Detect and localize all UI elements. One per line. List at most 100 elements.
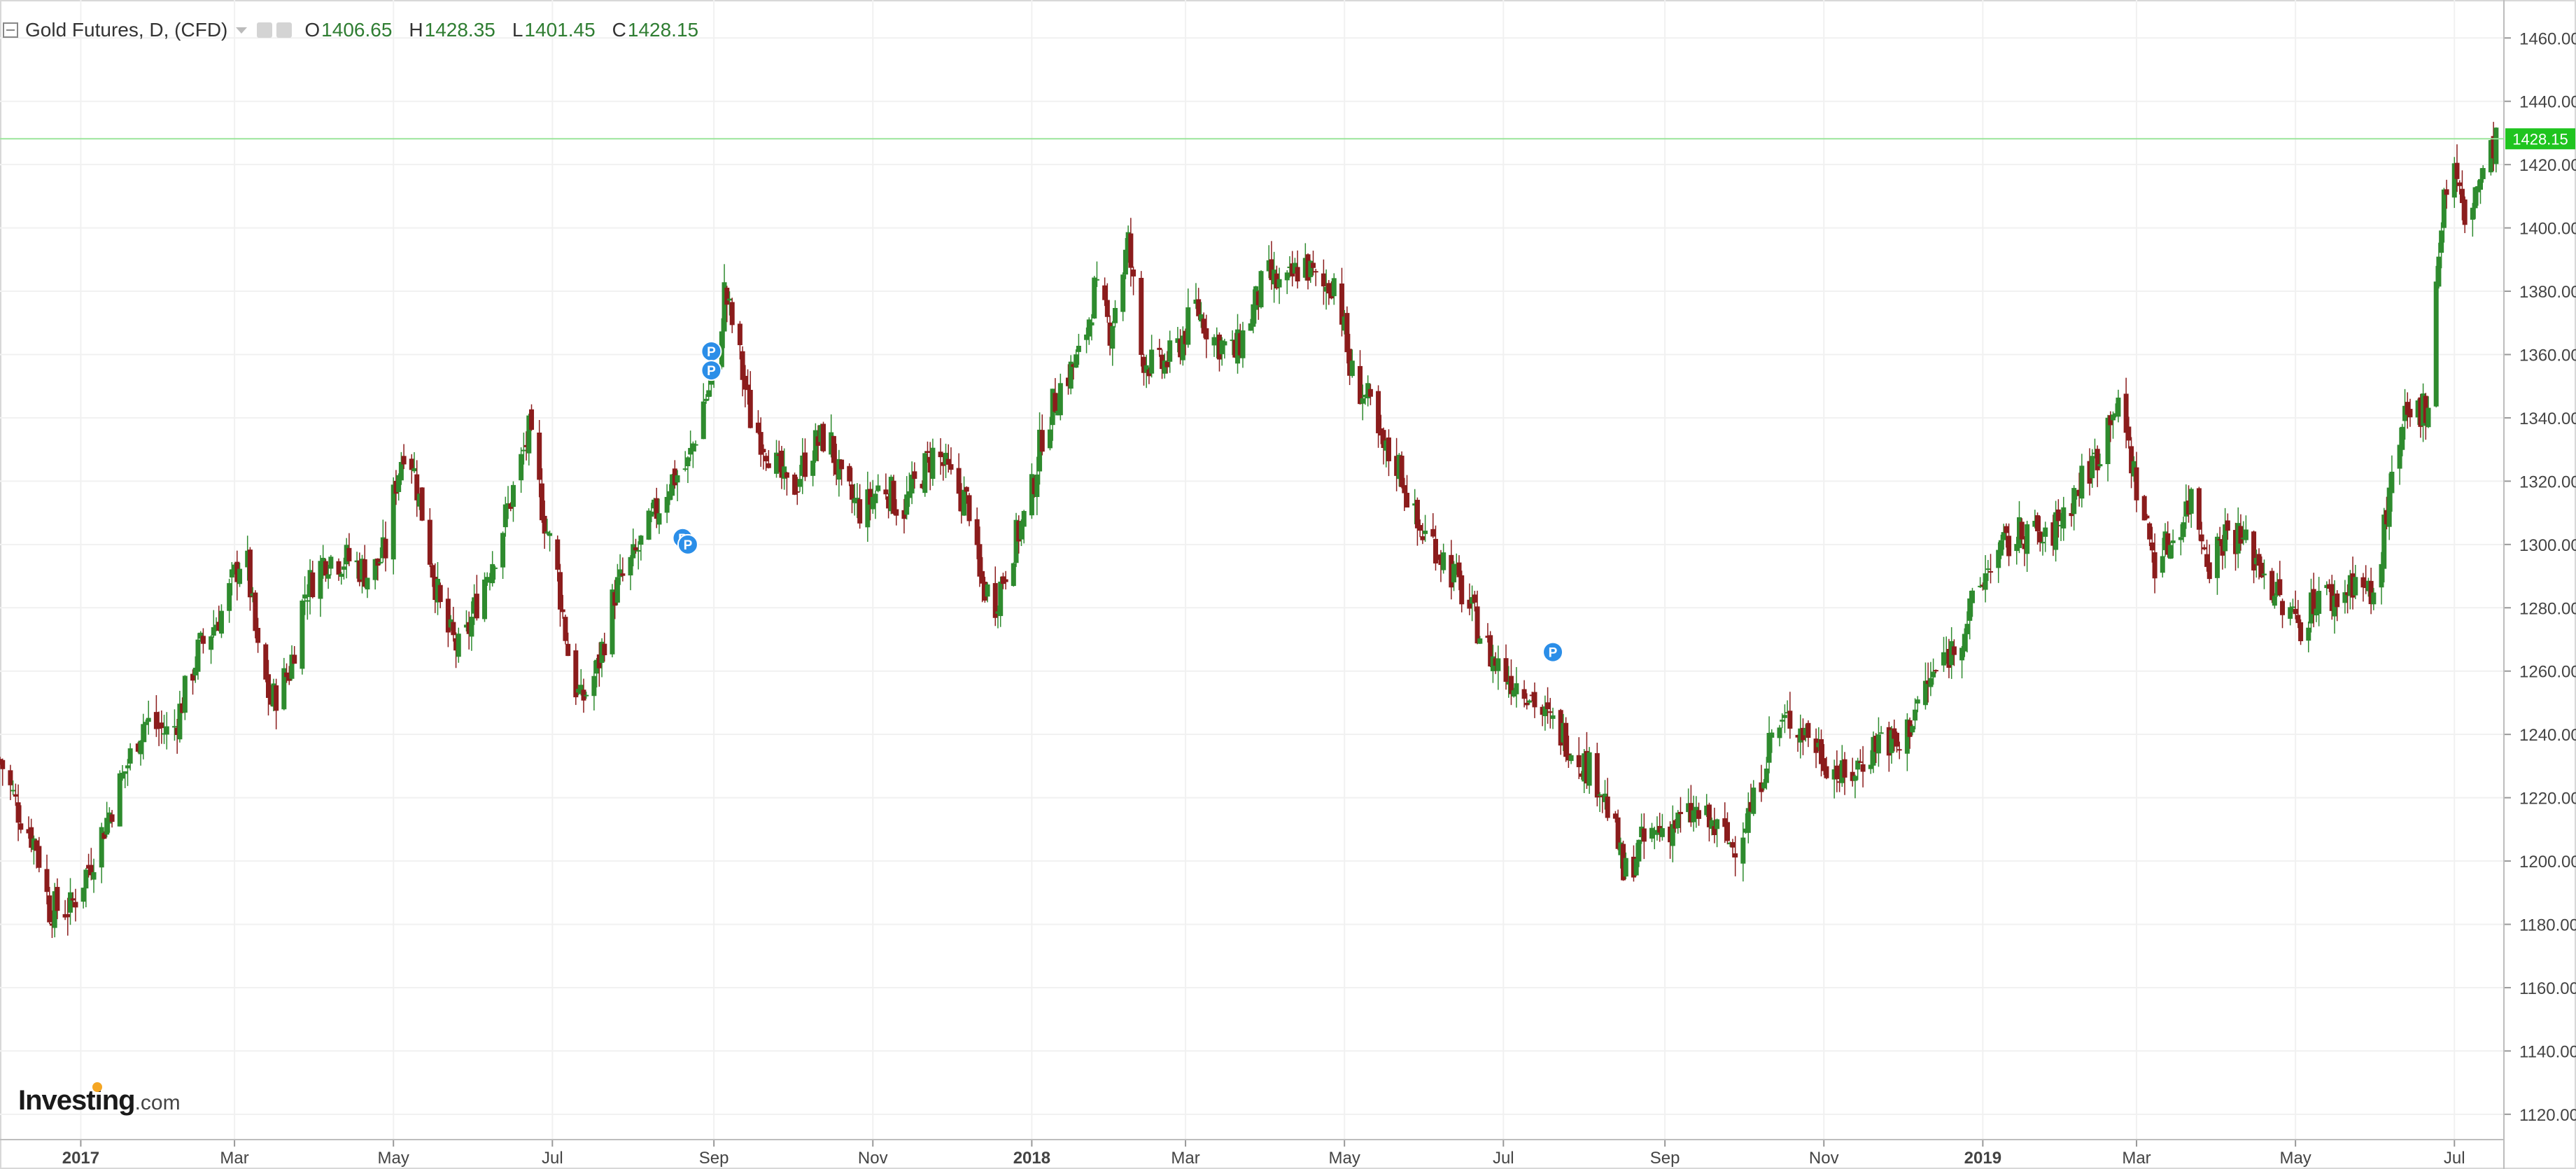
candlesticks[interactable] [0,122,2499,938]
candle-body [1104,300,1110,317]
last-price-tag [2505,128,2575,150]
candle-body [1819,738,1824,764]
candle-body [1143,365,1149,373]
candle-body [1000,576,1006,584]
candle-body [1430,528,1436,537]
candle-body [44,869,50,892]
candle-body [701,401,706,440]
candle-body [2058,524,2064,526]
candle-body [1266,260,1272,272]
candle-body [492,567,498,569]
candle-body [1459,575,1465,605]
candle-body [1508,676,1514,694]
candle-body [1712,826,1717,836]
candle-body [2381,514,2387,569]
candle-body [1803,728,1808,736]
candle-body [2129,446,2134,474]
candle-body [255,627,261,643]
candle-body [216,622,222,631]
candle-body [1964,624,1970,635]
candle-body [800,455,805,476]
candle-body [378,561,383,564]
candle-body [1980,584,1985,587]
high-value: 1428.35 [424,19,495,41]
candle-body [693,444,698,446]
candle-body [448,619,453,628]
candle-body [1089,322,1095,326]
candle-body [854,498,860,504]
candle-body [1886,727,1892,756]
candle-body [1745,808,1751,833]
candle-body [2243,529,2248,540]
candle-body [1904,719,1910,754]
candle-body [1092,277,1097,318]
candle-body [1933,670,1938,672]
candle-body [1183,330,1188,344]
candle-body [875,485,881,491]
hide-icon[interactable] [276,22,293,38]
candle-body [1602,793,1607,802]
candle-body [2261,573,2267,575]
candle-body [474,594,479,619]
candle-body [857,499,863,524]
candle-body [1456,562,1462,578]
candle-body [670,474,675,496]
candle-body [1506,681,1512,685]
candle-body [323,561,328,576]
candle-body [180,703,185,713]
candle-body [218,610,224,634]
candle-body [2259,562,2265,578]
candle-body [1477,638,1483,644]
candle-body [1652,830,1657,834]
candle-body [2439,230,2444,253]
x-tick-label: Nov [1809,1149,1839,1168]
candle-body [339,573,344,577]
candle-body [1868,764,1873,769]
candle-body [656,513,662,525]
candle-body [688,447,694,455]
candle-body [2290,606,2295,608]
candle-body [80,888,86,902]
candle-body [1706,804,1712,827]
candle-body [1071,364,1076,368]
candle-body [2105,417,2111,465]
candle-body [763,456,769,461]
candle-body [1733,853,1738,858]
candle-body [15,802,21,823]
event-markers[interactable]: PPPPP [672,340,1564,663]
chevron-down-icon[interactable] [236,27,248,34]
candle-body [2488,140,2493,173]
candle-body [1582,753,1587,782]
candle-body [1039,430,1045,452]
candle-body [1310,262,1316,268]
candle-body [2196,488,2202,530]
candle-body [1269,259,1274,281]
candle-body [1258,271,1264,307]
candle-body [1053,393,1058,412]
candle-body [2280,601,2286,615]
candle-body [1985,568,1991,570]
candle-body [1860,764,1866,772]
candle-body [2347,575,2353,596]
candle-body [1724,822,1730,841]
candle-body [865,489,871,528]
candle-body [578,685,584,694]
y-tick-label: 1300.00 [2519,536,2576,555]
candle-body [2162,531,2168,550]
candle-body [1451,564,1457,582]
candle-body [162,733,167,735]
candle-body [1472,594,1477,603]
candle-body [682,468,688,470]
candle-body [2225,520,2230,531]
candle-body [271,683,276,707]
candle-body [1962,634,1967,652]
settings-icon[interactable] [257,22,273,38]
candle-body [1615,817,1621,849]
candle-body [2423,396,2428,424]
candle-body [1894,732,1899,747]
collapse-icon[interactable] [3,22,18,38]
candle-body [2491,136,2496,159]
candle-body [430,565,435,578]
candle-body [1376,391,1381,433]
